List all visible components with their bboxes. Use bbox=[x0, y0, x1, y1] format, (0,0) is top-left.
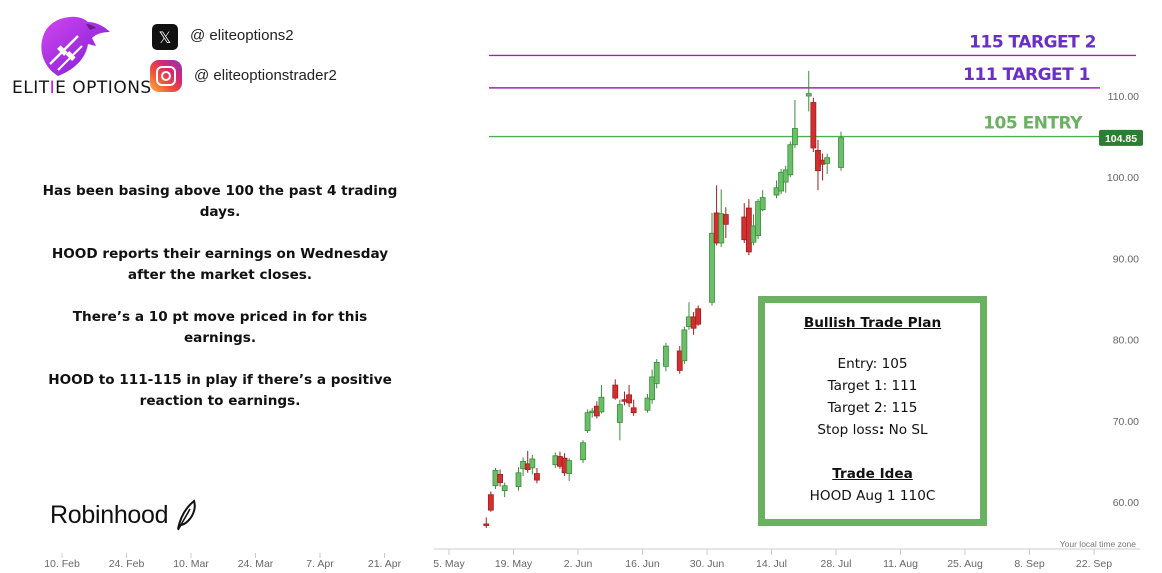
candle-body bbox=[584, 412, 591, 431]
candle-body bbox=[838, 137, 844, 168]
stop-loss-label: Stop loss bbox=[817, 422, 879, 438]
candle-body bbox=[487, 494, 494, 511]
candle-body bbox=[792, 128, 798, 146]
x-tick-label: 5. May bbox=[433, 558, 465, 570]
note-basing: Has been basing above 100 the past 4 tra… bbox=[42, 183, 398, 220]
trade-plan-box: Bullish Trade Plan Entry: 105 Target 1: … bbox=[758, 296, 987, 526]
note-earnings-date: HOOD reports their earnings on Wednesday… bbox=[51, 246, 389, 283]
x-tick-label: 11. Aug bbox=[883, 558, 918, 570]
trade-idea-title: Trade Idea bbox=[832, 466, 913, 482]
analysis-notes: Has been basing above 100 the past 4 tra… bbox=[40, 181, 400, 433]
candle-body bbox=[515, 472, 522, 487]
trade-plan-stop-loss: Stop loss: No SL bbox=[817, 422, 928, 438]
candle-body bbox=[718, 213, 725, 244]
level-label: 105 ENTRY bbox=[983, 114, 1083, 134]
trade-idea-text: HOOD Aug 1 110C bbox=[809, 488, 936, 504]
candle-body bbox=[782, 169, 789, 183]
timezone-note: Your local time zone bbox=[1060, 539, 1137, 549]
note-priced-move: There’s a 10 pt move priced in for this … bbox=[72, 309, 368, 346]
candle-body bbox=[663, 345, 669, 367]
candle-body bbox=[598, 396, 605, 413]
x-tick-label: 14. Jul bbox=[756, 558, 787, 570]
x-tick-label: 24. Feb bbox=[109, 558, 145, 570]
candle-body bbox=[566, 460, 573, 474]
stop-loss-value: No SL bbox=[884, 422, 928, 438]
brand-name-accent: I bbox=[49, 78, 56, 98]
candle-body bbox=[709, 232, 715, 303]
candle-body bbox=[644, 397, 651, 411]
robinhood-brand: Robinhood bbox=[50, 499, 198, 531]
level-label: 111 TARGET 1 bbox=[963, 65, 1090, 85]
candle-body bbox=[755, 201, 761, 237]
candle-body bbox=[529, 458, 536, 469]
candle-body bbox=[824, 157, 831, 164]
candle-body bbox=[805, 93, 812, 97]
x-tick-label: 30. Jun bbox=[690, 558, 725, 570]
candle-body bbox=[483, 523, 490, 526]
x-tick-label: 28. Jul bbox=[821, 558, 852, 570]
candle-body bbox=[773, 187, 780, 196]
x-tick-label: 10. Mar bbox=[173, 558, 209, 570]
y-tick-label: 90.00 bbox=[1113, 253, 1139, 265]
x-handle: @ eliteoptions2 bbox=[190, 26, 294, 44]
feather-icon bbox=[177, 499, 196, 531]
last-price-badge bbox=[1099, 129, 1143, 146]
trade-plan-entry: Entry: 105 bbox=[837, 356, 908, 372]
trade-plan-title: Bullish Trade Plan bbox=[803, 315, 942, 331]
instagram-handle: @ eliteoptionstrader2 bbox=[194, 66, 337, 84]
candle-body bbox=[497, 473, 503, 483]
y-tick-label: 60.00 bbox=[1113, 497, 1139, 509]
candle-body bbox=[501, 485, 508, 492]
candle-body bbox=[695, 308, 702, 325]
trade-plan-target2: Target 2: 115 bbox=[827, 400, 918, 416]
y-tick-label: 70.00 bbox=[1113, 416, 1139, 428]
candle-body bbox=[626, 394, 632, 404]
x-tick-label: 10. Feb bbox=[44, 558, 80, 570]
x-logo-icon: 𝕏 bbox=[152, 24, 178, 50]
trade-plan-target1: Target 1: 111 bbox=[827, 378, 918, 394]
candle-body bbox=[759, 197, 766, 211]
x-tick-label: 22. Sep bbox=[1076, 558, 1112, 570]
instagram-logo-icon bbox=[150, 60, 182, 92]
robinhood-label: Robinhood bbox=[50, 500, 169, 529]
candle-body bbox=[580, 442, 586, 461]
y-tick-label: 100.00 bbox=[1107, 172, 1139, 184]
x-tick-label: 16. Jun bbox=[625, 558, 660, 570]
x-tick-label: 25. Aug bbox=[947, 558, 983, 570]
x-tick-label: 8. Sep bbox=[1014, 558, 1045, 570]
candle-body bbox=[616, 404, 623, 423]
y-tick-label: 80.00 bbox=[1113, 335, 1139, 347]
candle-body bbox=[653, 361, 660, 384]
x-tick-label: 19. May bbox=[495, 558, 533, 570]
candle-body bbox=[649, 376, 656, 401]
x-tick-label: 2. Jun bbox=[564, 558, 593, 570]
x-tick-label: 24. Mar bbox=[238, 558, 274, 570]
note-target-range: HOOD to 111-115 in play if there’s a pos… bbox=[48, 372, 392, 409]
eagle-emblem-icon bbox=[41, 16, 110, 76]
candle-body bbox=[630, 407, 637, 414]
candle-body bbox=[681, 329, 688, 362]
x-tick-label: 21. Apr bbox=[368, 558, 402, 570]
level-label: 115 TARGET 2 bbox=[969, 32, 1096, 52]
brand-name: ELITIE OPTIONS bbox=[12, 78, 152, 98]
elite-options-logo: ELITIE OPTIONS bbox=[10, 14, 151, 100]
candle-body bbox=[534, 473, 540, 481]
candle-body bbox=[787, 144, 794, 176]
last-price-label: 104.85 bbox=[1105, 133, 1137, 145]
candle-body bbox=[612, 384, 619, 399]
x-social-row: 𝕏 @ eliteoptions2 bbox=[150, 24, 294, 50]
instagram-social-row: @ eliteoptionstrader2 bbox=[150, 60, 337, 92]
y-tick-label: 110.00 bbox=[1108, 91, 1139, 103]
candle-body bbox=[810, 102, 817, 149]
candle-body bbox=[722, 214, 729, 225]
x-tick-label: 7. Apr bbox=[306, 558, 334, 570]
